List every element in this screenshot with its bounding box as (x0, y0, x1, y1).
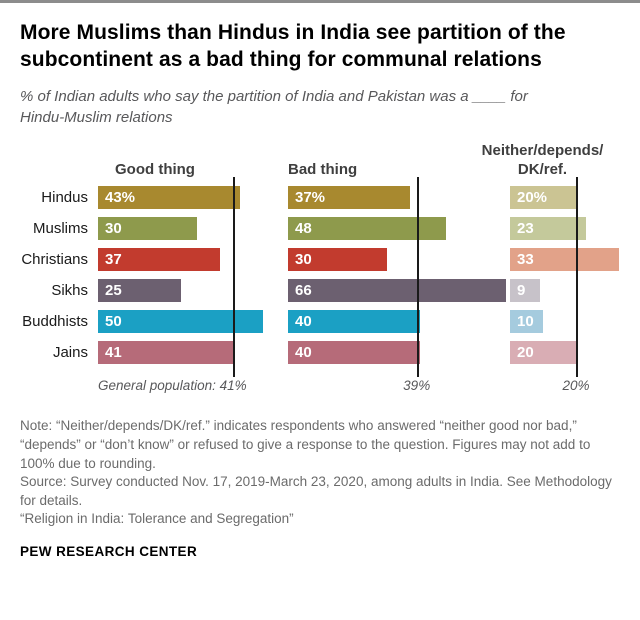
bar-cell: 48 (288, 213, 510, 244)
bar-jains-series-1: 40 (288, 341, 420, 365)
bar-buddhists-series-1: 40 (288, 310, 420, 334)
category-label: Christians (21, 251, 88, 269)
bar-cell: 10 (510, 306, 620, 337)
chart-row-hindus: Hindus 43% 37% 20% (20, 182, 620, 213)
bar-muslims-series-0: 30 (98, 217, 197, 241)
general-population-label-2: 20% (562, 378, 590, 394)
bar-cell: 9 (510, 275, 620, 306)
series-header-2: Neither/depends/DK/ref. (481, 141, 604, 178)
bar-value-label: 10 (517, 313, 534, 331)
bar-jains-series-0: 41 (98, 341, 233, 365)
bar-hindus-series-2: 20% (510, 186, 576, 210)
bar-value-label: 20% (517, 189, 548, 207)
bar-value-label: 40 (295, 313, 312, 331)
bar-value-label: 48 (295, 220, 312, 238)
chart-row-buddhists: Buddhists 50 40 10 (20, 306, 620, 337)
bar-cell: 37% (288, 182, 510, 213)
bar-cell: 43% (98, 182, 288, 213)
category-label: Sikhs (51, 282, 88, 300)
page-title: More Muslims than Hindus in India see pa… (20, 21, 566, 71)
general-population-label-1: 39% (403, 378, 431, 394)
chart-footer: Note: “Neither/depends/DK/ref.” indicate… (20, 417, 620, 559)
bar-cell: 30 (288, 244, 510, 275)
bar-value-label: 40 (295, 344, 312, 362)
bar-value-label: 30 (295, 251, 312, 269)
partition-bar-chart: Good thing Bad thing Neither/depends/DK/re… (20, 138, 620, 402)
bar-cell: 33 (510, 244, 620, 275)
bar-jains-series-2: 20 (510, 341, 576, 365)
bar-cell: 20% (510, 182, 620, 213)
bar-cell: 66 (288, 275, 510, 306)
chart-row-muslims: Muslims 30 48 23 (20, 213, 620, 244)
bar-buddhists-series-2: 10 (510, 310, 543, 334)
bar-christians-series-0: 37 (98, 248, 220, 272)
general-population-labels: General population: 41% 39% 20% (20, 378, 620, 402)
bar-cell: 25 (98, 275, 288, 306)
bar-hindus-series-0: 43% (98, 186, 240, 210)
bar-cell: 50 (98, 306, 288, 337)
bar-value-label: 25 (105, 282, 122, 300)
note-text: Note: “Neither/depends/DK/ref.” indicate… (20, 418, 591, 471)
bar-christians-series-2: 33 (510, 248, 619, 272)
bar-cell: 40 (288, 337, 510, 368)
bar-cell: 41 (98, 337, 288, 368)
bar-value-label: 41 (105, 344, 122, 362)
bar-value-label: 43% (105, 189, 136, 207)
source-text: Source: Survey conducted Nov. 17, 2019-M… (20, 474, 612, 508)
bar-muslims-series-2: 23 (510, 217, 586, 241)
bar-value-label: 20 (517, 344, 534, 362)
general-population-label-0: General population: 41% (98, 378, 247, 394)
chart-rows: Hindus 43% 37% 20% Muslims 30 48 23 Christians 37… (20, 177, 620, 378)
bar-value-label: 50 (105, 313, 122, 331)
bar-value-label: 9 (517, 282, 526, 300)
bar-value-label: 66 (295, 282, 312, 300)
bar-buddhists-series-0: 50 (98, 310, 263, 334)
bar-sikhs-series-0: 25 (98, 279, 181, 303)
series-header-0: Good thing (115, 160, 195, 178)
top-rule (0, 0, 640, 3)
bar-value-label: 33 (517, 251, 534, 269)
bar-cell: 20 (510, 337, 620, 368)
category-label: Muslims (33, 220, 88, 238)
bar-cell: 40 (288, 306, 510, 337)
bar-sikhs-series-1: 66 (288, 279, 506, 303)
chart-row-sikhs: Sikhs 25 66 9 (20, 275, 620, 306)
bar-value-label: 37% (295, 189, 326, 207)
series-header-1: Bad thing (288, 160, 358, 178)
column-headers: Good thing Bad thing Neither/depends/DK/re… (20, 138, 620, 182)
chart-subtitle: % of Indian adults who say the partition… (20, 88, 528, 127)
general-population-line-0 (233, 177, 236, 378)
general-population-line-2 (576, 177, 578, 378)
bar-value-label: 30 (105, 220, 122, 238)
category-label: Hindus (41, 189, 88, 207)
brand: PEW RESEARCH CENTER (20, 544, 198, 560)
bar-cell: 23 (510, 213, 620, 244)
bar-value-label: 23 (517, 220, 534, 238)
report-title: “Religion in India: Tolerance and Segreg… (20, 511, 294, 527)
category-label: Buddhists (22, 313, 88, 331)
bar-sikhs-series-2: 9 (510, 279, 540, 303)
bar-hindus-series-1: 37% (288, 186, 410, 210)
bar-value-label: 37 (105, 251, 122, 269)
chart-row-jains: Jains 41 40 20 (20, 337, 620, 368)
bar-cell: 30 (98, 213, 288, 244)
bar-cell: 37 (98, 244, 288, 275)
chart-row-christians: Christians 37 30 33 (20, 244, 620, 275)
bar-muslims-series-1: 48 (288, 217, 446, 241)
bar-christians-series-1: 30 (288, 248, 387, 272)
category-label: Jains (52, 344, 88, 362)
general-population-line-1 (416, 177, 419, 378)
